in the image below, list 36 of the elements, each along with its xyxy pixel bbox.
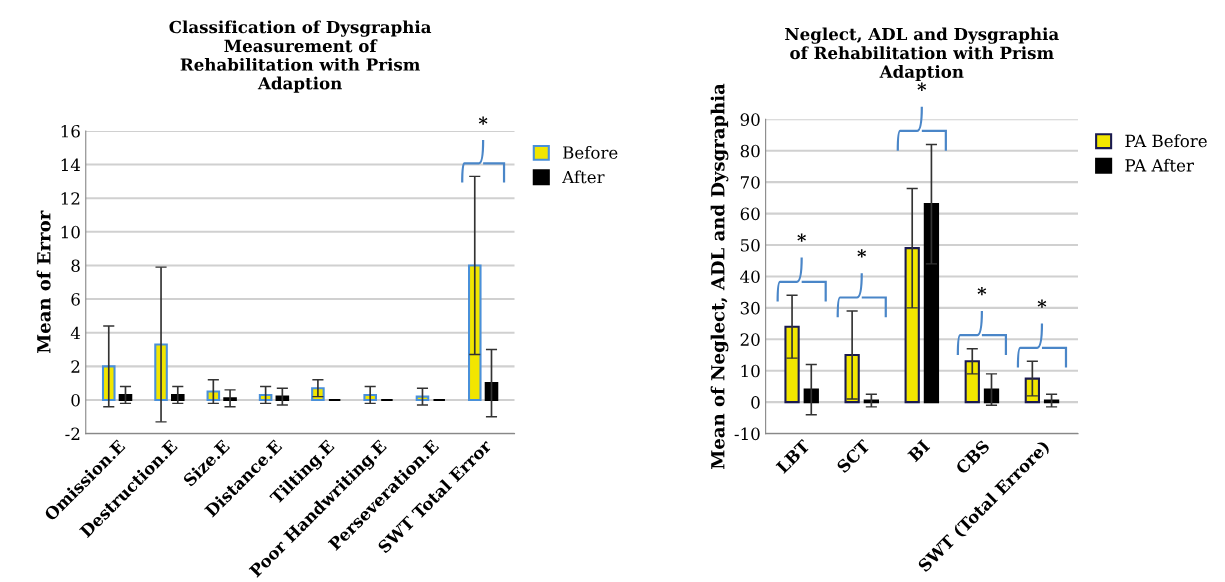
text: *: [478, 116, 488, 125]
annotation: *: [977, 286, 987, 296]
annotation: *: [1037, 299, 1047, 308]
y-tick-label: 16: [61, 124, 80, 138]
legend-label: PA After: [1125, 158, 1194, 172]
y-axis-title: Mean of Neglect, ADL and Dysgraphia: [710, 83, 729, 469]
y-tick-label: 10: [741, 364, 760, 378]
x-tick-label: BI: [907, 439, 931, 463]
y-tick-label: 0: [751, 396, 760, 409]
legend-label: Before: [563, 145, 618, 159]
annotation: *: [857, 249, 867, 258]
chart-title: Neglect, ADL and Dysgraphia of Rehabilitation with Prism Adaption: [785, 27, 1059, 82]
y-tick-label: 2: [71, 360, 80, 373]
y-tick-label: 40: [740, 270, 760, 284]
y-tick-label: 14: [61, 158, 81, 171]
chart-title: Classification of Dysgraphia Measurement of Rehabilitation with Prism Adaption: [169, 20, 432, 93]
y-tick-label: 20: [740, 333, 760, 346]
y-tick-label: 4: [70, 326, 81, 340]
y-tick-label: 30: [740, 301, 760, 315]
y-tick-label: 50: [740, 238, 760, 252]
y-axis-title: Mean of Error: [36, 210, 51, 354]
y-tick-label: -2: [65, 427, 80, 440]
y-tick-label: -10: [734, 427, 760, 441]
y-tick-label: 80: [740, 144, 760, 158]
y-tick-label: 10: [61, 225, 80, 239]
annotation: *: [797, 233, 806, 242]
y-tick-label: 0: [71, 393, 80, 407]
legend-label: After: [562, 170, 605, 184]
y-tick-label: 70: [740, 176, 760, 189]
legend-label: PA Before: [1125, 134, 1207, 148]
y-tick-label: 8: [71, 259, 80, 273]
y-tick-label: 90: [740, 113, 760, 126]
y-tick-label: 6: [71, 293, 80, 306]
text: *: [917, 82, 927, 91]
y-tick-label: 12: [61, 192, 80, 205]
y-tick-label: 60: [740, 207, 760, 221]
